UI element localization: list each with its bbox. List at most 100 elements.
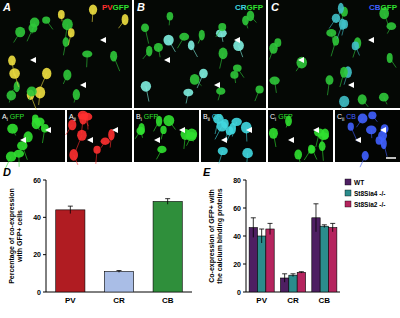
cell <box>27 24 37 42</box>
micrograph <box>268 0 400 108</box>
cell <box>337 3 344 23</box>
arrowhead <box>298 57 304 63</box>
arrowhead <box>368 37 374 43</box>
arrowhead <box>348 82 354 88</box>
cell <box>230 71 238 83</box>
arrowhead <box>380 127 386 133</box>
inset-label: CiGFP <box>270 113 293 122</box>
soma <box>368 111 376 119</box>
inset-sub: ii <box>74 116 76 122</box>
cell <box>135 123 145 139</box>
arrowhead <box>80 82 86 88</box>
cell <box>188 40 198 57</box>
soma <box>58 10 65 19</box>
inset-micrograph <box>67 110 132 162</box>
soma <box>358 94 367 104</box>
legend-label: WT <box>354 179 364 186</box>
inset-sub: ii <box>342 116 344 122</box>
error-cap <box>259 229 264 230</box>
cell <box>93 146 100 164</box>
soma <box>146 46 152 57</box>
cell <box>381 138 387 157</box>
error-bar <box>299 272 304 273</box>
soma <box>387 53 393 63</box>
cell <box>14 150 24 167</box>
cell <box>35 87 45 105</box>
arrowhead <box>355 137 361 143</box>
arrowhead <box>313 127 319 133</box>
inset-micrograph <box>134 110 199 162</box>
figure: APVGFPAiGFPAiiPVBCRGFPBiGFPBiiCRCCBGFPCi… <box>0 0 400 318</box>
y-axis <box>246 180 247 292</box>
arrowhead <box>30 57 36 63</box>
soma <box>68 28 75 37</box>
soma <box>242 16 249 26</box>
soma <box>78 111 88 120</box>
soma <box>183 89 193 97</box>
chart: ECo-expression of GFP+ withthe calcium b… <box>203 166 385 305</box>
cell <box>9 68 20 87</box>
soma <box>230 71 238 79</box>
soma <box>82 51 92 58</box>
error-line <box>293 274 294 277</box>
category-label: CB <box>162 296 174 305</box>
cell <box>314 129 325 147</box>
soma <box>167 12 174 21</box>
stain-name: CR <box>235 3 247 12</box>
cell <box>186 132 197 146</box>
cell <box>7 124 18 136</box>
cell <box>337 19 346 39</box>
cell <box>108 129 114 147</box>
cell <box>66 120 77 135</box>
cell <box>219 48 228 69</box>
error-bar <box>68 206 73 213</box>
error-line <box>324 225 325 228</box>
error-bar <box>322 225 327 228</box>
inset-stain: CB <box>346 113 356 120</box>
cell <box>27 86 37 100</box>
arrowhead <box>100 37 106 43</box>
cell <box>186 129 197 142</box>
cell <box>379 93 389 105</box>
cell <box>42 16 53 29</box>
arrowhead <box>221 137 227 143</box>
category-label: CR <box>287 296 299 305</box>
soma <box>242 148 253 158</box>
cell <box>89 4 97 22</box>
cell <box>269 128 278 147</box>
cell <box>154 43 163 57</box>
soma <box>63 69 71 80</box>
cell <box>358 94 368 107</box>
soma <box>308 145 314 154</box>
axis-title: with GFP+ cells <box>16 210 23 263</box>
inset-sub: i <box>141 116 142 122</box>
cell <box>110 51 120 71</box>
inset-micrograph <box>201 110 266 162</box>
error-cap <box>251 217 256 218</box>
soma <box>93 146 100 154</box>
panel-label: A <box>2 1 11 13</box>
category-label: CB <box>319 296 331 305</box>
cell <box>141 81 151 102</box>
arrowhead <box>164 57 170 63</box>
stain-name: CB <box>369 3 381 12</box>
inset-sub: ii <box>208 116 210 122</box>
soma <box>241 122 252 134</box>
cell <box>381 124 389 142</box>
arrowhead <box>179 127 185 133</box>
soma <box>7 91 16 101</box>
error-bar <box>291 274 296 277</box>
error-bar <box>330 223 335 231</box>
soma <box>339 96 349 108</box>
soma <box>7 124 18 134</box>
inset-sub: i <box>275 116 276 122</box>
panel-label: B <box>137 1 145 13</box>
tick-label: 0 <box>37 289 41 296</box>
error-line <box>253 218 254 238</box>
cell <box>68 28 75 45</box>
soma <box>42 68 51 79</box>
soma <box>256 85 264 93</box>
soma <box>362 151 369 160</box>
bars <box>56 199 183 292</box>
inset-micrograph <box>0 110 65 162</box>
